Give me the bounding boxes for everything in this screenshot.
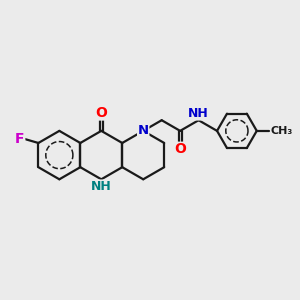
Text: O: O <box>174 142 186 156</box>
Text: CH₃: CH₃ <box>270 126 292 136</box>
Text: O: O <box>95 106 107 120</box>
Text: NH: NH <box>91 180 112 193</box>
Text: N: N <box>138 124 149 137</box>
Text: F: F <box>15 132 25 145</box>
Text: NH: NH <box>188 107 209 120</box>
